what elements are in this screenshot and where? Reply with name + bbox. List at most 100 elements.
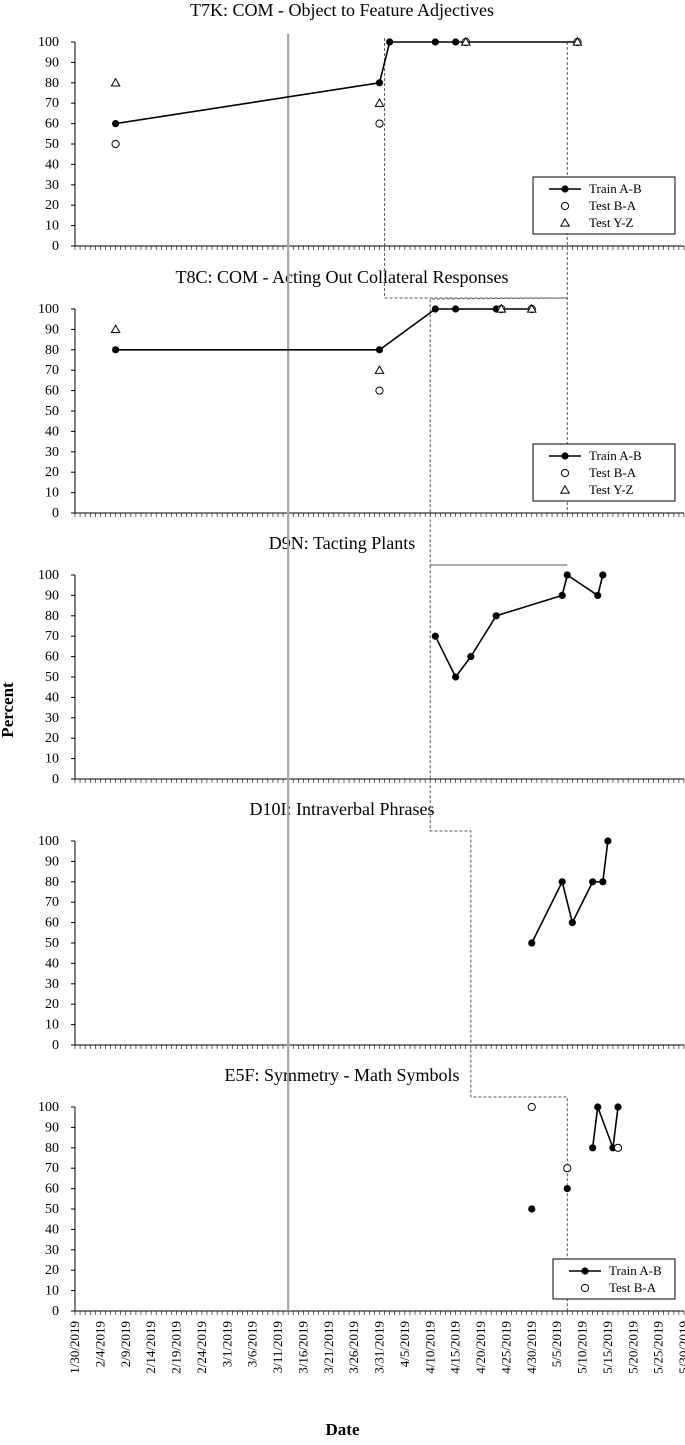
y-tick-label: 20 bbox=[45, 997, 59, 1012]
y-tick-label: 40 bbox=[45, 157, 59, 172]
data-point bbox=[110, 324, 121, 334]
data-point bbox=[431, 305, 439, 313]
panel-title: D10I: Intraverbal Phrases bbox=[250, 799, 435, 819]
data-point bbox=[599, 878, 607, 886]
data-point bbox=[589, 878, 597, 886]
y-tick-label: 90 bbox=[45, 854, 59, 869]
y-tick-label: 70 bbox=[45, 363, 59, 378]
data-point bbox=[112, 120, 120, 128]
data-point bbox=[496, 303, 507, 313]
y-tick-label: 50 bbox=[45, 1202, 59, 1217]
legend-label: Test B-A bbox=[609, 1280, 657, 1295]
y-tick-label: 60 bbox=[45, 384, 59, 399]
y-tick-label: 90 bbox=[45, 55, 59, 70]
y-tick-label: 10 bbox=[45, 219, 59, 234]
legend-label: Test Y-Z bbox=[589, 482, 634, 497]
panel-title: T7K: COM - Object to Feature Adjectives bbox=[190, 0, 494, 20]
x-axis-label: Date bbox=[325, 1420, 360, 1439]
y-tick-label: 50 bbox=[45, 137, 59, 152]
data-point bbox=[572, 36, 583, 46]
data-point bbox=[460, 36, 471, 46]
x-tick-label: 5/20/2019 bbox=[625, 1321, 640, 1374]
legend-label: Train A-B bbox=[589, 448, 642, 463]
y-tick-label: 10 bbox=[45, 1284, 59, 1299]
y-tick-label: 100 bbox=[38, 302, 59, 317]
y-tick-label: 40 bbox=[45, 690, 59, 705]
data-point bbox=[604, 837, 612, 845]
y-tick-label: 60 bbox=[45, 1182, 59, 1197]
x-tick-label: 3/26/2019 bbox=[346, 1321, 361, 1374]
data-point bbox=[374, 364, 385, 374]
data-point bbox=[528, 939, 536, 947]
y-tick-label: 30 bbox=[45, 711, 59, 726]
y-tick-label: 0 bbox=[52, 772, 59, 787]
y-tick-label: 100 bbox=[38, 35, 59, 50]
series-line bbox=[434, 573, 604, 679]
data-point bbox=[558, 591, 566, 600]
x-tick-label: 2/4/2019 bbox=[92, 1321, 107, 1367]
x-tick-label: 2/19/2019 bbox=[169, 1321, 184, 1374]
x-tick-label: 2/9/2019 bbox=[118, 1321, 133, 1367]
series-line bbox=[591, 1106, 619, 1149]
x-tick-label: 5/15/2019 bbox=[600, 1321, 615, 1374]
y-tick-label: 90 bbox=[45, 588, 59, 603]
y-tick-label: 80 bbox=[45, 76, 59, 91]
y-tick-label: 0 bbox=[52, 239, 59, 254]
data-point bbox=[452, 305, 460, 313]
x-tick-label: 5/30/2019 bbox=[676, 1321, 685, 1374]
data-point bbox=[563, 1185, 571, 1193]
data-point bbox=[594, 1103, 602, 1111]
x-tick-label: 5/5/2019 bbox=[549, 1321, 564, 1367]
x-tick-label: 4/10/2019 bbox=[422, 1321, 437, 1374]
x-tick-label: 2/14/2019 bbox=[143, 1321, 158, 1374]
x-tick-label: 3/6/2019 bbox=[245, 1321, 260, 1367]
y-tick-label: 10 bbox=[45, 486, 59, 501]
y-tick-label: 90 bbox=[45, 322, 59, 337]
series-line bbox=[115, 41, 578, 125]
x-tick-label: 3/11/2019 bbox=[270, 1321, 285, 1373]
y-tick-label: 100 bbox=[38, 834, 59, 849]
y-tick-label: 70 bbox=[45, 96, 59, 111]
legend-marker bbox=[580, 1283, 590, 1293]
data-point bbox=[528, 1205, 536, 1213]
data-point bbox=[110, 77, 121, 87]
legend-marker bbox=[561, 452, 569, 460]
y-tick-label: 30 bbox=[45, 178, 59, 193]
legend-box bbox=[552, 1258, 676, 1300]
data-point bbox=[431, 632, 439, 640]
y-tick-label: 40 bbox=[45, 1222, 59, 1237]
y-tick-label: 70 bbox=[45, 629, 59, 644]
x-tick-label: 1/30/2019 bbox=[67, 1321, 82, 1374]
y-tick-label: 0 bbox=[52, 1038, 59, 1053]
y-tick-label: 60 bbox=[45, 117, 59, 132]
y-axis-label: Percent bbox=[0, 682, 17, 738]
phase-change-line bbox=[384, 38, 568, 1311]
data-point bbox=[431, 38, 439, 46]
y-tick-label: 10 bbox=[45, 1018, 59, 1033]
legend-marker bbox=[561, 185, 569, 193]
panel-title: D9N: Tacting Plants bbox=[269, 533, 415, 553]
y-tick-label: 80 bbox=[45, 1141, 59, 1156]
data-point bbox=[452, 673, 460, 681]
y-tick-label: 10 bbox=[45, 752, 59, 767]
data-point bbox=[375, 346, 384, 354]
y-tick-label: 60 bbox=[45, 916, 59, 931]
y-tick-label: 70 bbox=[45, 1161, 59, 1176]
y-tick-label: 30 bbox=[45, 445, 59, 460]
data-point bbox=[112, 346, 120, 354]
y-tick-label: 90 bbox=[45, 1120, 59, 1135]
series-line bbox=[115, 308, 532, 351]
panel-title: E5F: Symmetry - Math Symbols bbox=[224, 1065, 459, 1085]
panel-title: T8C: COM - Acting Out Collateral Respons… bbox=[176, 267, 509, 287]
y-tick-label: 50 bbox=[45, 936, 59, 951]
data-point bbox=[452, 38, 460, 46]
data-point bbox=[563, 571, 571, 579]
x-tick-label: 4/15/2019 bbox=[448, 1321, 463, 1374]
data-point bbox=[375, 119, 384, 128]
y-tick-label: 20 bbox=[45, 198, 59, 213]
y-tick-label: 50 bbox=[45, 404, 59, 419]
y-tick-label: 0 bbox=[52, 506, 59, 521]
data-point bbox=[594, 591, 602, 600]
x-tick-label: 4/25/2019 bbox=[498, 1321, 513, 1374]
x-tick-label: 3/31/2019 bbox=[372, 1321, 387, 1374]
